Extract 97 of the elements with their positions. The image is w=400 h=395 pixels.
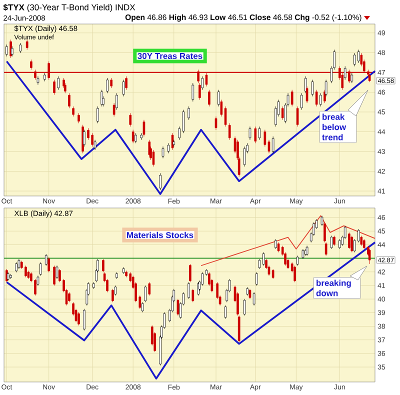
candlestick bbox=[48, 257, 50, 273]
candlestick bbox=[248, 126, 252, 140]
candlestick bbox=[302, 248, 304, 260]
candlestick bbox=[338, 238, 341, 250]
candlestick bbox=[36, 275, 40, 286]
candlestick bbox=[258, 126, 261, 140]
candlestick bbox=[122, 80, 125, 97]
candlestick bbox=[290, 90, 294, 107]
candlestick bbox=[353, 52, 356, 67]
candlestick bbox=[134, 132, 137, 144]
candlestick bbox=[252, 292, 256, 306]
annotation: 30Y Treas Rates bbox=[138, 52, 202, 60]
candlestick bbox=[110, 78, 113, 88]
candlestick bbox=[129, 112, 132, 127]
candlestick bbox=[53, 80, 56, 95]
candlestick bbox=[214, 116, 218, 130]
candlestick bbox=[254, 126, 257, 144]
candlestick bbox=[106, 78, 108, 94]
candlestick bbox=[148, 282, 151, 296]
candlestick bbox=[68, 292, 70, 302]
candlestick bbox=[83, 308, 86, 331]
candlestick bbox=[19, 42, 22, 54]
candlestick bbox=[44, 254, 48, 266]
candlestick bbox=[333, 235, 336, 246]
chart-title: $TYX (30-Year T-Bond Yield) INDX bbox=[3, 4, 136, 12]
candlestick bbox=[311, 80, 314, 97]
line-series bbox=[200, 215, 376, 266]
candlestick bbox=[296, 106, 299, 127]
candlestick bbox=[116, 92, 118, 110]
candlestick bbox=[324, 242, 328, 256]
candlestick bbox=[294, 265, 296, 282]
candlestick bbox=[144, 285, 146, 302]
candlestick bbox=[141, 302, 144, 312]
candlestick bbox=[112, 288, 114, 302]
candlestick bbox=[300, 92, 303, 110]
candlestick bbox=[248, 288, 252, 300]
candlestick bbox=[243, 298, 246, 316]
candlestick bbox=[96, 106, 99, 124]
line-series bbox=[6, 241, 376, 380]
candlestick bbox=[319, 92, 322, 107]
candlestick bbox=[159, 173, 162, 190]
candlestick bbox=[68, 92, 70, 108]
candlestick bbox=[112, 102, 116, 117]
candlestick bbox=[40, 262, 42, 276]
candlestick bbox=[53, 265, 56, 286]
candlestick bbox=[296, 255, 299, 266]
candlestick bbox=[228, 123, 231, 140]
candlestick bbox=[218, 90, 220, 107]
candlestick bbox=[224, 305, 227, 319]
candlestick bbox=[192, 288, 194, 302]
annotation: Materials Stocks bbox=[127, 232, 194, 238]
candlestick bbox=[360, 235, 363, 246]
candlestick bbox=[57, 76, 60, 90]
candlestick bbox=[348, 232, 350, 250]
candlestick bbox=[350, 235, 354, 253]
annotation: break below trend bbox=[322, 114, 346, 140]
candlestick bbox=[188, 106, 190, 120]
candlestick bbox=[15, 262, 18, 273]
line-series bbox=[6, 60, 376, 195]
candlestick bbox=[262, 252, 265, 266]
annotation: breaking down bbox=[316, 280, 351, 296]
candlestick bbox=[272, 136, 274, 154]
candlestick bbox=[162, 146, 164, 158]
candlestick bbox=[142, 120, 146, 137]
candlestick bbox=[320, 216, 324, 226]
candlestick bbox=[78, 312, 80, 326]
candlestick bbox=[132, 130, 134, 144]
candlestick bbox=[125, 76, 128, 90]
candlestick bbox=[167, 142, 170, 154]
candlestick bbox=[243, 146, 246, 167]
candlestick bbox=[152, 150, 155, 167]
candlestick bbox=[91, 132, 94, 147]
candlestick bbox=[26, 39, 28, 50]
candlestick bbox=[192, 82, 194, 102]
candlestick bbox=[114, 285, 117, 296]
candlestick bbox=[24, 265, 27, 278]
candlestick bbox=[277, 242, 280, 253]
candlestick bbox=[201, 76, 204, 90]
candlestick bbox=[78, 112, 80, 124]
candlestick bbox=[30, 59, 32, 70]
candlestick bbox=[350, 72, 354, 84]
candlestick bbox=[6, 44, 8, 57]
candlestick bbox=[189, 264, 192, 282]
candlestick bbox=[56, 265, 58, 280]
candlestick bbox=[208, 90, 210, 107]
candlestick bbox=[330, 235, 333, 250]
candlestick bbox=[358, 49, 360, 64]
candlestick bbox=[315, 90, 318, 107]
candlestick bbox=[281, 106, 284, 120]
candlestick bbox=[176, 298, 180, 316]
candlestick bbox=[18, 258, 20, 270]
candlestick bbox=[272, 268, 274, 280]
candlestick bbox=[256, 272, 258, 286]
candlestick bbox=[344, 66, 346, 80]
candlestick bbox=[274, 238, 277, 250]
candlestick bbox=[94, 140, 96, 150]
candlestick bbox=[72, 106, 74, 117]
